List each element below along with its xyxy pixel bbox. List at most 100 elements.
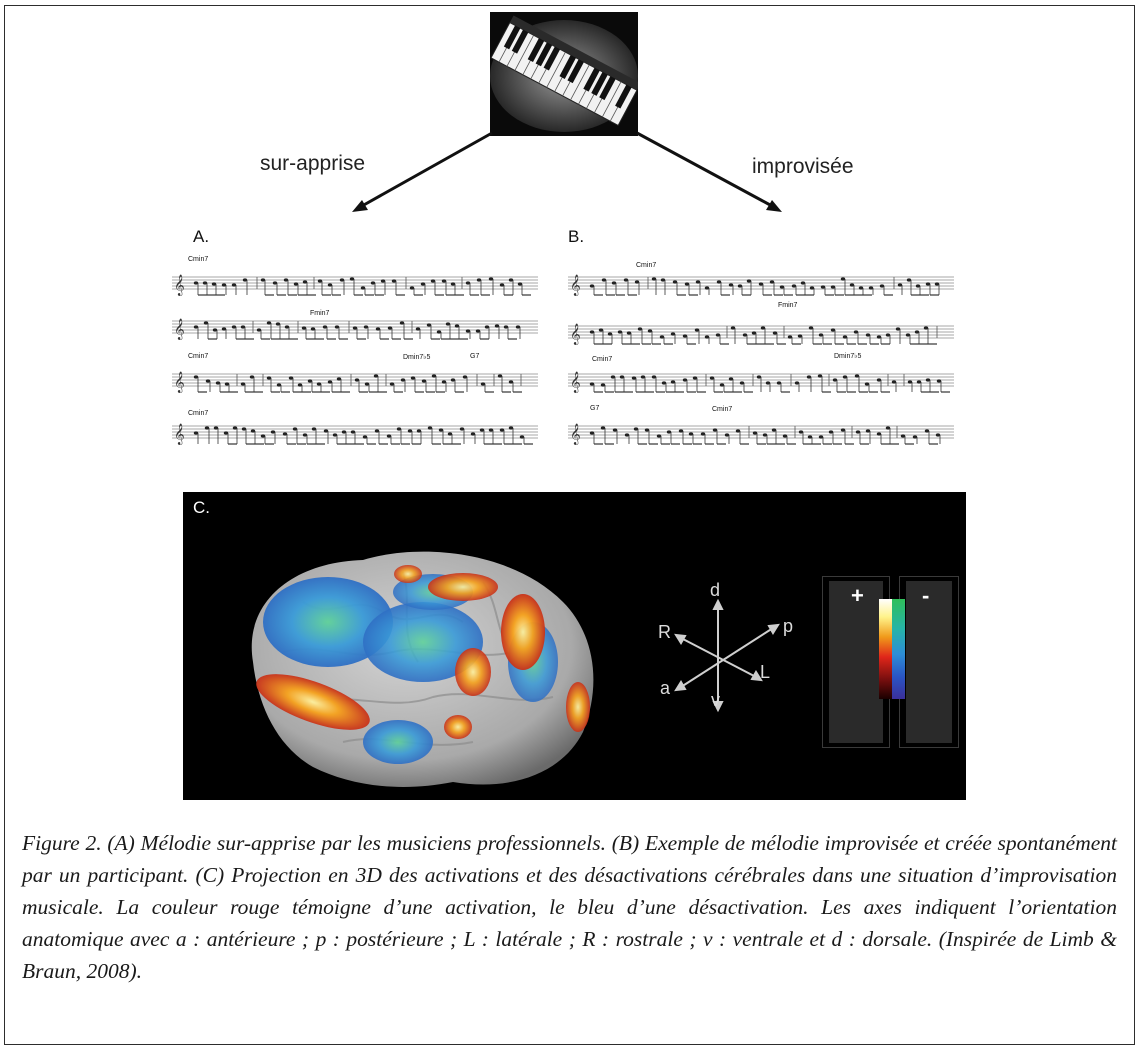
note-head xyxy=(876,335,882,339)
note-head xyxy=(752,431,758,435)
note-head xyxy=(211,282,217,286)
treble-clef: 𝄞 xyxy=(174,424,185,445)
note-head xyxy=(415,327,421,331)
note-head xyxy=(779,285,785,289)
note-head xyxy=(818,435,824,439)
note-head xyxy=(678,429,684,433)
panel-c-label: C. xyxy=(193,498,210,517)
axis-L: L xyxy=(760,662,771,682)
note-head xyxy=(421,379,427,383)
positive-sign: + xyxy=(851,583,864,608)
note-head xyxy=(497,374,503,378)
note-head xyxy=(855,430,861,434)
note-head xyxy=(728,377,734,381)
note-head xyxy=(374,429,380,433)
label-sur-apprise: sur-apprise xyxy=(260,152,366,175)
note-head xyxy=(598,328,604,332)
note-head xyxy=(283,278,289,282)
note-head xyxy=(906,278,912,282)
note-head xyxy=(776,381,782,385)
panel-a-label: A. xyxy=(193,227,210,246)
note-head xyxy=(350,430,356,434)
note-head xyxy=(611,281,617,285)
note-head xyxy=(739,381,745,385)
note-head xyxy=(692,376,698,380)
note-head xyxy=(912,435,918,439)
chord-label: Dmin7♭5 xyxy=(403,354,431,361)
note-head xyxy=(250,429,256,433)
note-head xyxy=(508,380,514,384)
note-head xyxy=(249,375,255,379)
note-head xyxy=(470,432,476,436)
note-head xyxy=(441,279,447,283)
note-head xyxy=(380,279,386,283)
chord-label: Cmin7 xyxy=(592,356,613,363)
note-head xyxy=(876,432,882,436)
note-head xyxy=(256,328,262,332)
note-head xyxy=(465,329,471,333)
note-head xyxy=(688,432,694,436)
note-head xyxy=(503,325,509,329)
note-head xyxy=(660,278,666,282)
note-head xyxy=(905,333,911,337)
note-head xyxy=(876,378,882,382)
note-head xyxy=(373,374,379,378)
treble-clef: 𝄞 xyxy=(570,424,581,445)
note-head xyxy=(737,284,743,288)
note-head xyxy=(488,428,494,432)
note-head xyxy=(288,376,294,380)
note-head xyxy=(925,378,931,382)
note-head xyxy=(617,330,623,334)
note-head xyxy=(270,430,276,434)
note-head xyxy=(447,432,453,436)
note-head xyxy=(647,329,653,333)
note-head xyxy=(327,283,333,287)
chord-label: Fmin7 xyxy=(778,302,798,309)
note-head xyxy=(709,376,715,380)
brain-render xyxy=(251,551,594,787)
note-head xyxy=(480,382,486,386)
note-head xyxy=(742,333,748,337)
note-head xyxy=(682,378,688,382)
note-head xyxy=(310,327,316,331)
note-head xyxy=(494,324,500,328)
note-head xyxy=(241,427,247,431)
axis-v: v xyxy=(711,690,720,710)
note-head xyxy=(409,286,415,290)
note-head xyxy=(794,381,800,385)
note-head xyxy=(925,282,931,286)
note-head xyxy=(193,281,199,285)
chord-label: Cmin7 xyxy=(636,262,657,269)
negative-scale: - xyxy=(899,576,959,748)
note-head xyxy=(830,285,836,289)
note-head xyxy=(396,427,402,431)
note-head xyxy=(499,283,505,287)
note-head xyxy=(830,328,836,332)
note-head xyxy=(724,433,730,437)
note-head xyxy=(297,383,303,387)
cold-color-bar xyxy=(892,599,905,699)
note-head xyxy=(193,431,199,435)
note-head xyxy=(818,333,824,337)
note-head xyxy=(935,433,941,437)
note-head xyxy=(272,281,278,285)
note-head xyxy=(840,277,846,281)
note-head xyxy=(666,430,672,434)
treble-clef: 𝄞 xyxy=(174,275,185,296)
note-head xyxy=(488,277,494,281)
note-head xyxy=(900,434,906,438)
note-head xyxy=(842,335,848,339)
note-head xyxy=(431,374,437,378)
note-head xyxy=(354,378,360,382)
note-head xyxy=(601,278,607,282)
note-head xyxy=(479,428,485,432)
note-head xyxy=(626,331,632,335)
note-head xyxy=(700,432,706,436)
note-head xyxy=(914,330,920,334)
note-head xyxy=(672,280,678,284)
axis-p: p xyxy=(783,616,794,636)
note-head xyxy=(842,375,848,379)
note-head xyxy=(205,379,211,383)
note-head xyxy=(924,429,930,433)
note-head xyxy=(719,383,725,387)
